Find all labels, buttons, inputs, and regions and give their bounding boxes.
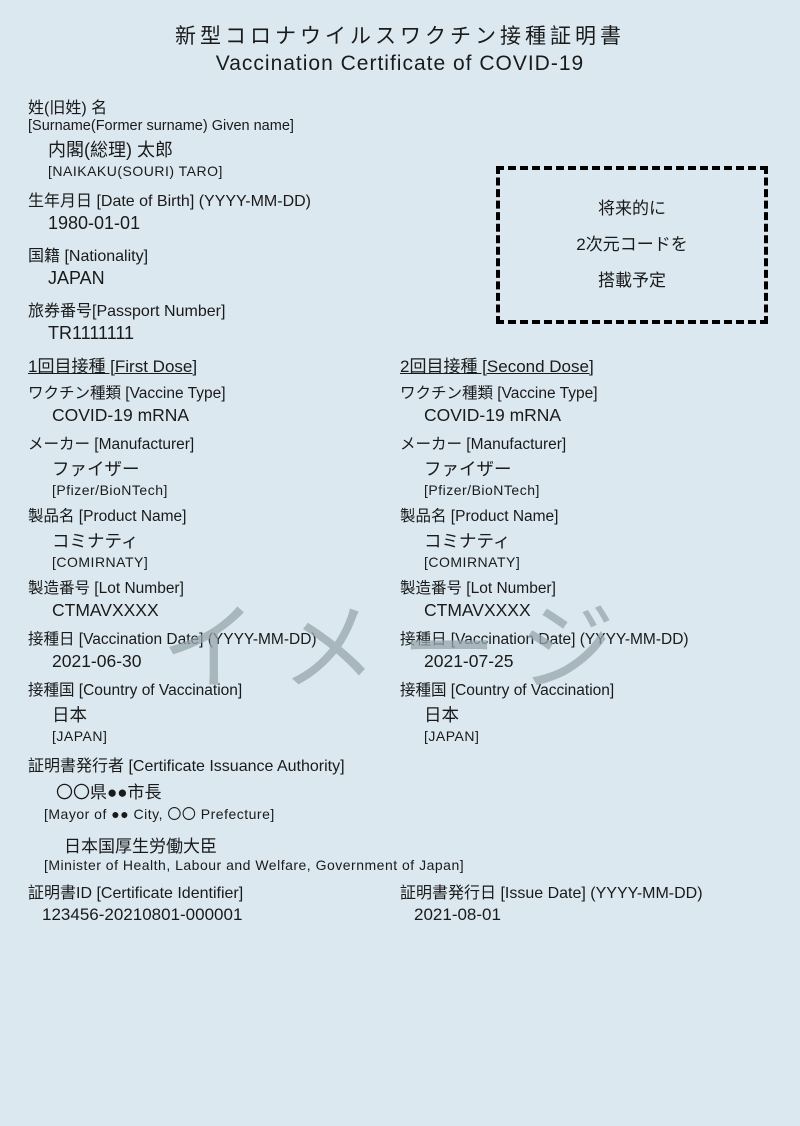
dose2-manufacturer-label: メーカー [Manufacturer] [400,432,772,454]
dose1-vaccine-type: ワクチン種類 [Vaccine Type] COVID-19 mRNA [28,381,400,426]
dose1-date-label: 接種日 [Vaccination Date] (YYYY-MM-DD) [28,627,400,649]
dose1-country-en: [JAPAN] [52,728,400,744]
dose1-product-jp: コミナティ [52,528,400,553]
dose1-manufacturer-label: メーカー [Manufacturer] [28,432,400,454]
name-value-jp: 内閣(総理) 太郎 [48,136,772,162]
dose2-vaccine-type-value: COVID-19 mRNA [424,405,772,426]
name-label-jp: 姓(旧姓) 名 [28,94,772,118]
dose2-product-jp: コミナティ [424,528,772,553]
personal-info: 姓(旧姓) 名 [Surname(Former surname) Given n… [28,94,772,344]
dose2-lot-label: 製造番号 [Lot Number] [400,576,772,598]
issuer-value-en: [Mayor of ●● City, 〇〇 Prefecture] [44,804,772,824]
dose1-title: 1回目接種 [First Dose] [28,352,400,377]
passport-value: TR1111111 [48,323,772,344]
dose2-vaccine-type: ワクチン種類 [Vaccine Type] COVID-19 mRNA [400,381,772,426]
dose1-date: 接種日 [Vaccination Date] (YYYY-MM-DD) 2021… [28,627,400,672]
dose1-product-label: 製品名 [Product Name] [28,504,400,526]
dose2-date: 接種日 [Vaccination Date] (YYYY-MM-DD) 2021… [400,627,772,672]
dose2-country-label: 接種国 [Country of Vaccination] [400,678,772,700]
dose1-lot-value: CTMAVXXXX [52,600,400,621]
dose1-vaccine-type-value: COVID-19 mRNA [52,405,400,426]
issuer-minister-en: [Minister of Health, Labour and Welfare,… [44,857,772,873]
dose2-vaccine-type-label: ワクチン種類 [Vaccine Type] [400,381,772,403]
dose2-manufacturer-en: [Pfizer/BioNTech] [424,482,772,498]
dose2-date-value: 2021-07-25 [424,651,772,672]
qr-line1: 将来的に [598,191,666,227]
dose1-product: 製品名 [Product Name] コミナティ [COMIRNATY] [28,504,400,570]
cert-id-field: 証明書ID [Certificate Identifier] 123456-20… [28,879,400,925]
dose-2: 2回目接種 [Second Dose] ワクチン種類 [Vaccine Type… [400,352,772,750]
issue-date-label: 証明書発行日 [Issue Date] (YYYY-MM-DD) [400,879,772,903]
issuer-minister-jp: 日本国厚生労働大臣 [64,832,772,857]
issuer-label: 証明書発行者 [Certificate Issuance Authority] [28,752,772,776]
dose2-country: 接種国 [Country of Vaccination] 日本 [JAPAN] [400,678,772,744]
dose-1: 1回目接種 [First Dose] ワクチン種類 [Vaccine Type]… [28,352,400,750]
dose2-country-jp: 日本 [424,702,772,727]
dose1-date-value: 2021-06-30 [52,651,400,672]
dose2-manufacturer: メーカー [Manufacturer] ファイザー [Pfizer/BioNTe… [400,432,772,498]
cert-id-value: 123456-20210801-000001 [42,905,400,925]
title-jp: 新型コロナウイルスワクチン接種証明書 [28,20,772,50]
issue-date-field: 証明書発行日 [Issue Date] (YYYY-MM-DD) 2021-08… [400,879,772,925]
dose2-date-label: 接種日 [Vaccination Date] (YYYY-MM-DD) [400,627,772,649]
dose1-country: 接種国 [Country of Vaccination] 日本 [JAPAN] [28,678,400,744]
dose2-product-en: [COMIRNATY] [424,554,772,570]
dose2-product: 製品名 [Product Name] コミナティ [COMIRNATY] [400,504,772,570]
title-en: Vaccination Certificate of COVID-19 [28,52,772,76]
dose1-country-jp: 日本 [52,702,400,727]
title-block: 新型コロナウイルスワクチン接種証明書 Vaccination Certifica… [28,20,772,76]
bottom-row: 証明書ID [Certificate Identifier] 123456-20… [28,879,772,933]
dose2-product-label: 製品名 [Product Name] [400,504,772,526]
dose1-manufacturer-jp: ファイザー [52,456,400,481]
dose2-country-en: [JAPAN] [424,728,772,744]
dose1-manufacturer: メーカー [Manufacturer] ファイザー [Pfizer/BioNTe… [28,432,400,498]
name-label-en: [Surname(Former surname) Given name] [28,118,772,134]
issuer-section: 証明書発行者 [Certificate Issuance Authority] … [28,752,772,873]
dose2-lot-value: CTMAVXXXX [424,600,772,621]
dose1-country-label: 接種国 [Country of Vaccination] [28,678,400,700]
qr-placeholder: 将来的に 2次元コードを 搭載予定 [496,166,768,324]
issuer-value-jp: 〇〇県●●市長 [56,778,772,803]
dose1-lot-label: 製造番号 [Lot Number] [28,576,400,598]
issue-date-value: 2021-08-01 [414,905,772,925]
doses-section: 1回目接種 [First Dose] ワクチン種類 [Vaccine Type]… [28,352,772,750]
dose1-manufacturer-en: [Pfizer/BioNTech] [52,482,400,498]
dose1-vaccine-type-label: ワクチン種類 [Vaccine Type] [28,381,400,403]
dose2-manufacturer-jp: ファイザー [424,456,772,481]
qr-line2: 2次元コードを [576,227,687,263]
qr-line3: 搭載予定 [598,263,666,299]
dose1-product-en: [COMIRNATY] [52,554,400,570]
dose1-lot: 製造番号 [Lot Number] CTMAVXXXX [28,576,400,621]
dose2-title: 2回目接種 [Second Dose] [400,352,772,377]
cert-id-label: 証明書ID [Certificate Identifier] [28,879,400,903]
dose2-lot: 製造番号 [Lot Number] CTMAVXXXX [400,576,772,621]
